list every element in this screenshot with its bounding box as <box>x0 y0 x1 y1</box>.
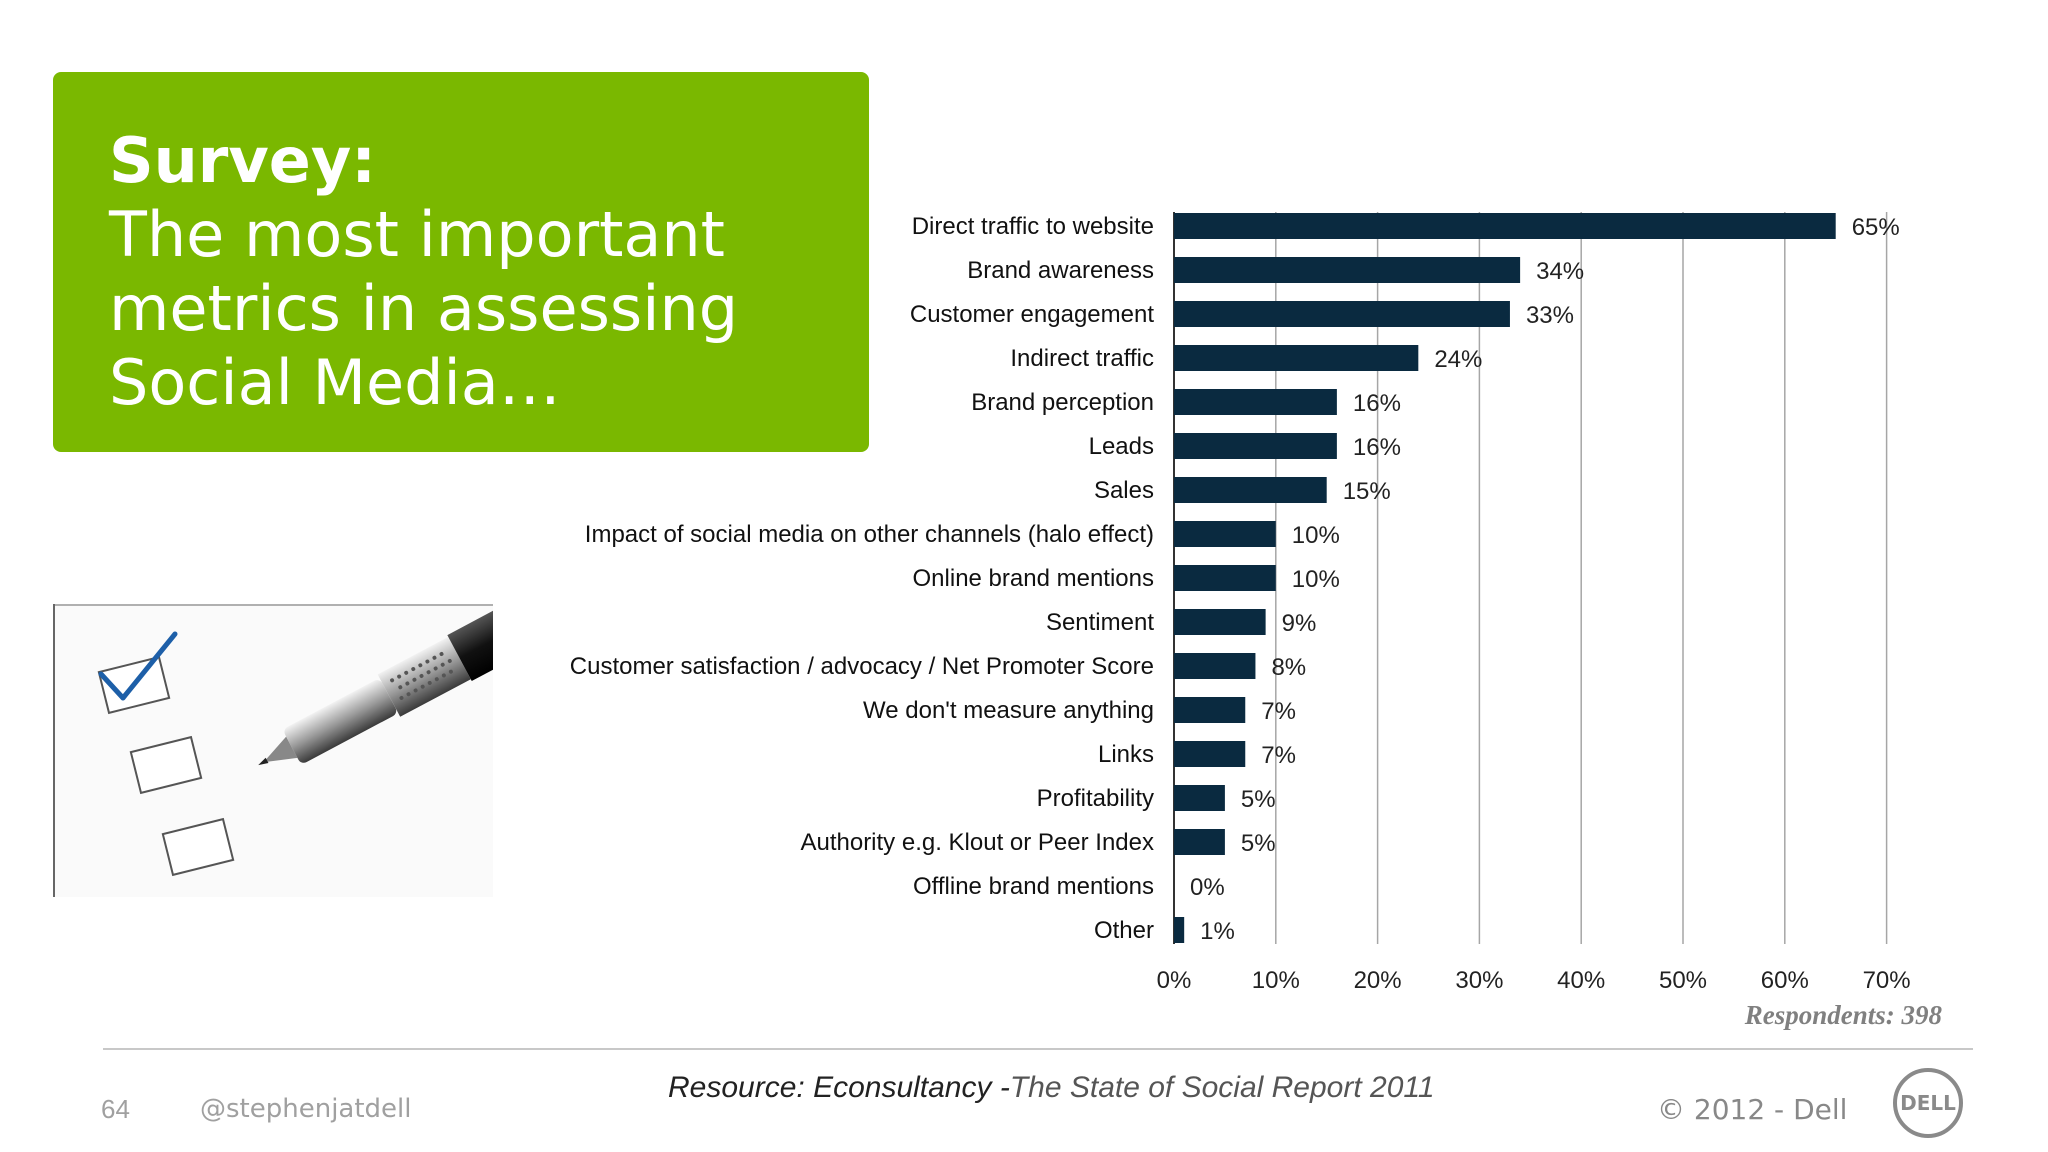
data-label: 1% <box>1200 918 1235 945</box>
x-tick-label: 10% <box>1252 967 1300 994</box>
category-label: Indirect traffic <box>1010 345 1154 372</box>
data-label: 16% <box>1353 390 1401 417</box>
x-tick-label: 0% <box>1157 967 1192 994</box>
category-label: Brand perception <box>971 389 1154 416</box>
x-tick-label: 60% <box>1761 967 1809 994</box>
category-label: Sales <box>1094 477 1154 504</box>
category-label: Brand awareness <box>967 257 1154 284</box>
bar <box>1174 389 1337 415</box>
category-label: Authority e.g. Klout or Peer Index <box>800 829 1154 856</box>
data-label: 7% <box>1261 698 1296 725</box>
bar <box>1174 477 1327 503</box>
bar <box>1174 433 1337 459</box>
bar <box>1174 917 1185 943</box>
source-citation: Resource: Econsultancy -The State of Soc… <box>668 1071 1435 1105</box>
x-tick-label: 30% <box>1455 967 1503 994</box>
bar-chart: 0% 10% 20% 30% 40% 50% 60% 70% Direct traffic to… <box>570 212 1911 994</box>
category-label: Leads <box>1089 433 1154 460</box>
category-label: Profitability <box>1037 785 1154 812</box>
category-label: Direct traffic to website <box>912 213 1154 240</box>
data-label: 5% <box>1241 786 1276 813</box>
data-label: 9% <box>1282 610 1317 637</box>
bar <box>1174 257 1521 283</box>
data-label: 10% <box>1292 566 1340 593</box>
dell-logo-icon: DELL <box>1893 1068 1963 1138</box>
data-label: 8% <box>1271 654 1306 681</box>
title-bold: Survey: <box>109 124 377 197</box>
category-label: Customer engagement <box>910 301 1154 328</box>
data-label: 34% <box>1536 258 1584 285</box>
page-number: 64 <box>101 1094 130 1124</box>
data-label: 16% <box>1353 434 1401 461</box>
bar <box>1174 741 1246 767</box>
category-label: Other <box>1094 917 1154 944</box>
respondents-note: Respondents: 398 <box>1744 1000 1942 1030</box>
bar <box>1174 609 1266 635</box>
data-label: 10% <box>1292 522 1340 549</box>
footer-divider <box>103 1048 1973 1050</box>
bar <box>1174 565 1276 591</box>
title-text: The most important metrics in assessing … <box>109 198 739 419</box>
category-label: Impact of social media on other channels… <box>585 521 1154 548</box>
checklist-pen-icon <box>53 604 493 897</box>
category-label: Customer satisfaction / advocacy / Net P… <box>570 653 1154 680</box>
x-tick-label: 40% <box>1557 967 1605 994</box>
category-label: Links <box>1098 741 1154 768</box>
bar <box>1174 653 1256 679</box>
category-label: We don't measure anything <box>863 697 1154 724</box>
checklist-pen-photo <box>53 604 493 897</box>
data-label: 65% <box>1852 214 1900 241</box>
data-label: 24% <box>1434 346 1482 373</box>
bar <box>1174 697 1246 723</box>
source-prefix: Resource: Econsultancy - <box>668 1071 1010 1104</box>
x-tick-label: 20% <box>1354 967 1402 994</box>
bar <box>1174 213 1836 239</box>
data-label: 5% <box>1241 830 1276 857</box>
x-tick-label: 50% <box>1659 967 1707 994</box>
x-tick-label: 70% <box>1863 967 1911 994</box>
category-label: Offline brand mentions <box>913 873 1154 900</box>
title-box: Survey: The most important metrics in as… <box>53 72 869 452</box>
bar <box>1174 521 1276 547</box>
category-label: Online brand mentions <box>913 565 1154 592</box>
twitter-handle: @stephenjatdell <box>200 1094 412 1124</box>
bar <box>1174 829 1225 855</box>
source-report: The State of Social Report 2011 <box>1009 1071 1435 1104</box>
bar <box>1174 345 1419 371</box>
category-label: Sentiment <box>1046 609 1154 636</box>
bar <box>1174 301 1510 327</box>
data-label: 33% <box>1526 302 1574 329</box>
data-label: 0% <box>1190 874 1225 901</box>
data-label: 7% <box>1261 742 1296 769</box>
bar <box>1174 785 1225 811</box>
data-label: 15% <box>1343 478 1391 505</box>
copyright: © 2012 - Dell <box>1657 1093 1848 1126</box>
